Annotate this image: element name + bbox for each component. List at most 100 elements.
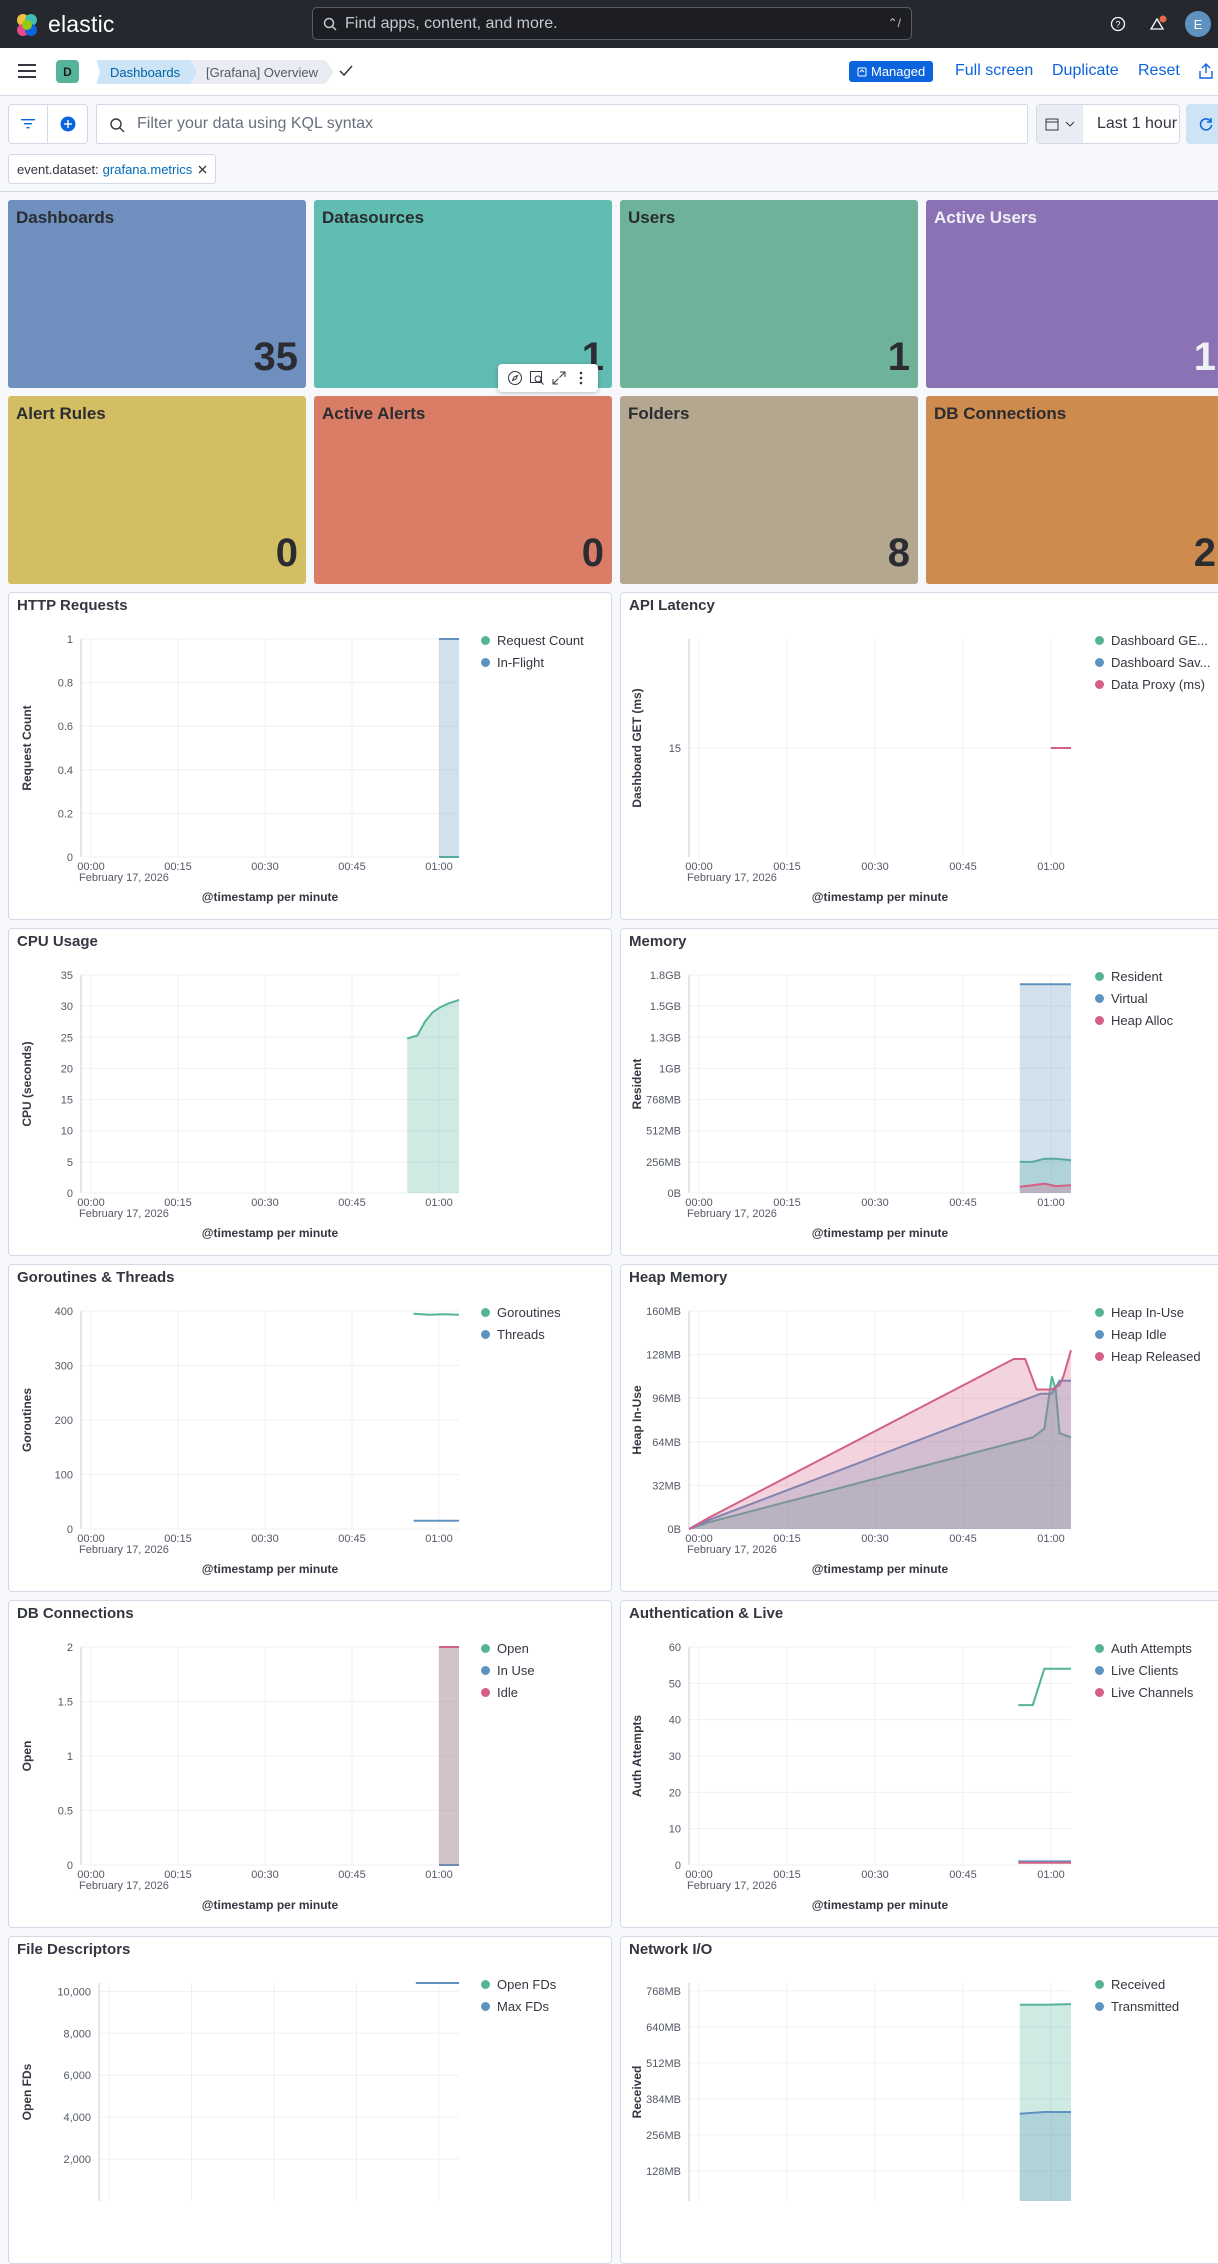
refresh-icon	[1199, 118, 1213, 131]
panel-db[interactable]: DB Connections 0 0.5 1 1.5 2 00:00 00:15 00:30 00…	[8, 1600, 612, 1928]
help-icon[interactable]: ?	[1098, 0, 1138, 48]
legend-item[interactable]: In Use	[481, 1659, 535, 1681]
stat-tile-users[interactable]: Users 1	[620, 200, 918, 388]
panel-http[interactable]: HTTP Requests 0 0.2 0.4 0.6 0.8 1 00:00 00:15 00:…	[8, 592, 612, 920]
legend-label: Data Proxy (ms)	[1111, 676, 1205, 692]
legend-label: Heap Released	[1111, 1348, 1201, 1364]
explore-icon[interactable]	[507, 370, 523, 386]
chart-mem[interactable]: 0B 256MB 512MB 768MB 1GB 1.3GB 1.5GB 1.8GB 00:00…	[621, 929, 1218, 1256]
y-tick-label: 96MB	[652, 1393, 681, 1405]
legend-item[interactable]: Received	[1095, 1973, 1179, 1995]
panel-api[interactable]: API Latency 15 00:00 00:15 00:30 00:45 01:00 Fe…	[620, 592, 1218, 920]
kql-query-input[interactable]: Filter your data using KQL syntax	[96, 104, 1028, 144]
managed-badge[interactable]: Managed	[849, 61, 934, 82]
chart-api[interactable]: 15 00:00 00:15 00:30 00:45 01:00 February 17, …	[621, 593, 1218, 920]
panel-heap[interactable]: Heap Memory 0B 32MB 64MB 96MB 128MB 160MB 00:00…	[620, 1264, 1218, 1592]
svg-text:?: ?	[1115, 20, 1120, 30]
legend-item[interactable]: Live Channels	[1095, 1681, 1193, 1703]
legend-item[interactable]: Dashboard GE...	[1095, 629, 1210, 651]
chart-fd[interactable]: 2,000 4,000 6,000 8,000 10,000 Open FDs	[9, 1937, 612, 2264]
share-icon[interactable]	[1198, 62, 1214, 85]
legend-item[interactable]: In-Flight	[481, 651, 584, 673]
y-tick-label: 1.3GB	[650, 1032, 681, 1044]
x-tick-label: 00:15	[164, 861, 192, 873]
chart-heap[interactable]: 0B 32MB 64MB 96MB 128MB 160MB 00:00 00:15 00:30 0…	[621, 1265, 1218, 1592]
panel-title: Authentication & Live	[629, 1605, 784, 1622]
full-screen-button[interactable]: Full screen	[955, 62, 1034, 79]
date-picker[interactable]: Last 1 hour	[1036, 104, 1180, 144]
series-area-cpu	[407, 999, 459, 1193]
y-tick-label: 512MB	[646, 2058, 681, 2070]
legend-item[interactable]: Resident	[1095, 965, 1173, 987]
y-tick-label: 256MB	[646, 2130, 681, 2142]
legend-item[interactable]: Virtual	[1095, 987, 1173, 1009]
y-tick-label: 768MB	[646, 1095, 681, 1107]
legend-item[interactable]: Data Proxy (ms)	[1095, 673, 1210, 695]
maximize-icon[interactable]	[551, 370, 567, 386]
legend-item[interactable]: Heap Released	[1095, 1345, 1201, 1367]
x-axis-date: February 17, 2026	[687, 1544, 777, 1556]
stat-tile-alert-rules[interactable]: Alert Rules 0	[8, 396, 306, 584]
panel-auth[interactable]: Authentication & Live 0 10 20 30 40 50 60 00:00 0…	[620, 1600, 1218, 1928]
chart-http[interactable]: 0 0.2 0.4 0.6 0.8 1 00:00 00:15 00:30 00:45 01:00 F…	[9, 593, 612, 920]
filter-menu-button[interactable]	[8, 104, 48, 144]
close-icon[interactable]	[198, 165, 207, 174]
reset-button[interactable]: Reset	[1138, 62, 1180, 79]
series-area-virtual	[1019, 984, 1071, 1193]
legend-item[interactable]: Auth Attempts	[1095, 1637, 1193, 1659]
quick-select-button[interactable]	[1037, 105, 1083, 143]
panel-goro[interactable]: Goroutines & Threads 0 100 200 300 400 00:00 00…	[8, 1264, 612, 1592]
refresh-button[interactable]	[1186, 104, 1218, 144]
legend-swatch	[1095, 679, 1104, 689]
x-axis-date: February 17, 2026	[79, 1544, 169, 1556]
x-tick-label: 00:30	[251, 861, 279, 873]
stat-tile-dashboards[interactable]: Dashboards 35	[8, 200, 306, 388]
panel-fd[interactable]: File Descriptors 2,000 4,000 6,000 8,000 10,0…	[8, 1936, 612, 2264]
chart-auth[interactable]: 0 10 20 30 40 50 60 00:00 00:15 00:30 00:45 01:00 Fe…	[621, 1601, 1218, 1928]
legend-item[interactable]: Idle	[481, 1681, 535, 1703]
add-filter-button[interactable]	[48, 104, 88, 144]
filter-pill[interactable]: event.dataset: grafana.metrics	[8, 154, 217, 184]
chart-goro[interactable]: 0 100 200 300 400 00:00 00:15 00:30 00:45 01:00 Fe…	[9, 1265, 612, 1592]
time-range-label[interactable]: Last 1 hour	[1097, 115, 1178, 132]
global-search-input[interactable]: Find apps, content, and more. ⌃/	[312, 7, 912, 40]
legend-item[interactable]: Max FDs	[481, 1995, 556, 2017]
user-menu-button[interactable]: E	[1178, 0, 1218, 48]
legend-item[interactable]: Heap In-Use	[1095, 1301, 1201, 1323]
legend-item[interactable]: Dashboard Sav...	[1095, 651, 1210, 673]
stat-tile-folders[interactable]: Folders 8	[620, 396, 918, 584]
panel-net[interactable]: Network I/O 128MB 256MB 384MB 512MB 640MB 768M…	[620, 1936, 1218, 2264]
legend-item[interactable]: Heap Alloc	[1095, 1009, 1173, 1031]
news-feed-icon[interactable]	[1138, 0, 1178, 48]
legend-item[interactable]: Heap Idle	[1095, 1323, 1201, 1345]
space-avatar[interactable]: D	[56, 60, 79, 83]
legend-item[interactable]: Open FDs	[481, 1973, 556, 1995]
stat-tile-value: 0	[275, 531, 298, 575]
duplicate-button[interactable]: Duplicate	[1052, 62, 1119, 79]
chart-cpu[interactable]: 0 5 10 15 20 25 30 35 00:00 00:15 00:30 00:45 01:00 F…	[9, 929, 612, 1256]
legend-item[interactable]: Request Count	[481, 629, 584, 651]
legend-item[interactable]: Transmitted	[1095, 1995, 1179, 2017]
more-options-icon[interactable]	[573, 370, 589, 386]
x-axis-date: February 17, 2026	[79, 1208, 169, 1220]
panel-cpu[interactable]: CPU Usage 0 5 10 15 20 25 30 35 00:00 00:15 00:30 00…	[8, 928, 612, 1256]
elastic-logo[interactable]: elastic	[14, 11, 115, 38]
stat-tile-datasources[interactable]: Datasources 1	[314, 200, 612, 388]
legend-item[interactable]: Goroutines	[481, 1301, 561, 1323]
breadcrumb-dashboards[interactable]: Dashboards	[96, 60, 199, 84]
chart-db[interactable]: 0 0.5 1 1.5 2 00:00 00:15 00:30 00:45 01:00 Februa…	[9, 1601, 612, 1928]
stat-tile-active-alerts[interactable]: Active Alerts 0	[314, 396, 612, 584]
legend-item[interactable]: Threads	[481, 1323, 561, 1345]
inspect-icon[interactable]	[529, 370, 545, 386]
chart-legend: Goroutines Threads	[481, 1301, 561, 1345]
stat-tile-title: Datasources	[322, 208, 425, 227]
stat-tile-db-connections[interactable]: DB Connections 2	[926, 396, 1218, 584]
chart-net[interactable]: 128MB 256MB 384MB 512MB 640MB 768MB Received	[621, 1937, 1218, 2264]
panel-mem[interactable]: Memory 0B 256MB 512MB 768MB 1GB 1.3GB 1.5GB 1.8G…	[620, 928, 1218, 1256]
legend-item[interactable]: Live Clients	[1095, 1659, 1193, 1681]
legend-item[interactable]: Open	[481, 1637, 535, 1659]
legend-label: Auth Attempts	[1111, 1640, 1192, 1656]
legend-swatch	[481, 2001, 490, 2011]
menu-icon[interactable]	[18, 64, 36, 83]
stat-tile-active-users[interactable]: Active Users 1	[926, 200, 1218, 388]
